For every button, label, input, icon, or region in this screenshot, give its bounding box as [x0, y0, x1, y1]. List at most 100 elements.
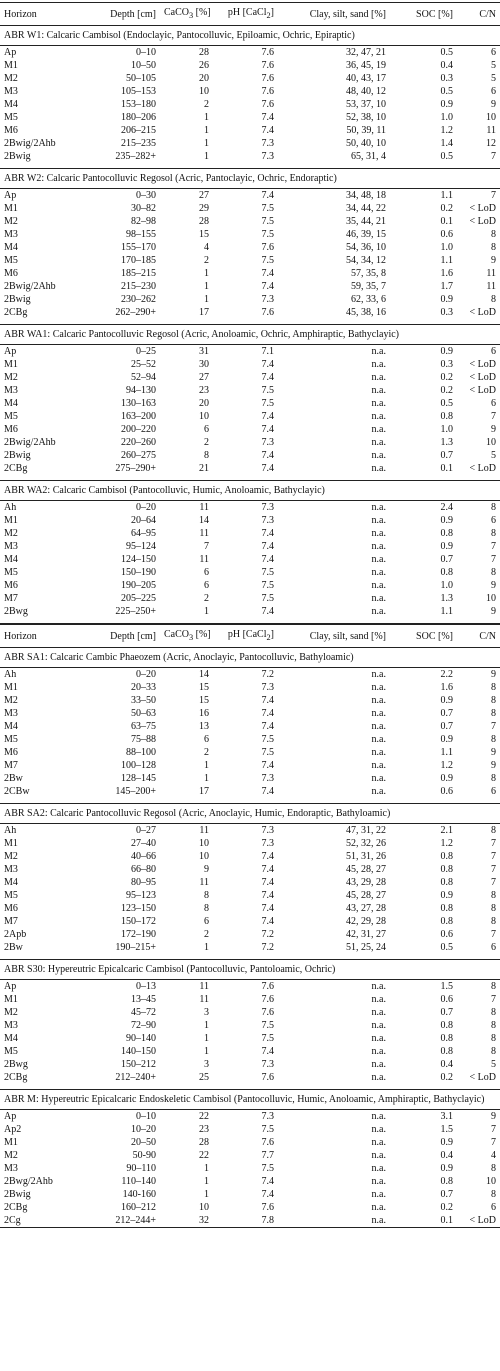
table-row: M3 72–90 1 7.5 n.a. 0.8 8	[0, 1019, 500, 1032]
cell-horizon: M3	[4, 708, 18, 719]
table-row: M4 153–180 2 7.6 53, 37, 10 0.9 9	[0, 98, 500, 111]
cell-caco3: 11	[199, 877, 209, 888]
cell-caco3: 6	[204, 734, 209, 745]
header-depth: Depth [cm]	[80, 2, 160, 26]
cell-texture: n.a.	[371, 1033, 386, 1044]
cell-horizon: M1	[4, 682, 18, 693]
cell-soc: 1.2	[440, 760, 454, 771]
cell-horizon: M7	[4, 760, 18, 771]
cell-depth: 205–225	[121, 593, 156, 604]
cell-depth: 206–215	[121, 125, 156, 136]
cell-texture: n.a.	[371, 411, 386, 422]
cell-soc: 1.6	[440, 682, 454, 693]
cell-horizon: Ap	[4, 190, 17, 201]
cell-ph: 7.4	[261, 695, 275, 706]
table-row: 2Bwig/2Ahb 220–260 2 7.3 n.a. 1.3 10	[0, 436, 500, 449]
cell-soc: 0.8	[440, 1176, 454, 1187]
table-row: M4 124–150 11 7.4 n.a. 0.7 7	[0, 553, 500, 566]
profile-title: ABR M: Hypereutric Epicalcaric Endoskele…	[0, 1089, 500, 1110]
cell-cn: 8	[491, 916, 496, 927]
cell-soc: 0.7	[440, 1007, 454, 1018]
cell-ph: 7.5	[261, 255, 275, 266]
cell-soc: 0.6	[440, 929, 454, 940]
cell-caco3: 6	[204, 916, 209, 927]
cell-horizon: Ap	[4, 981, 17, 992]
cell-horizon: 2CBw	[4, 786, 30, 797]
cell-caco3: 22	[199, 1111, 209, 1122]
cell-caco3: 27	[199, 372, 209, 383]
cell-depth: 155–170	[121, 242, 156, 253]
cell-caco3: 1	[204, 1189, 209, 1200]
cell-caco3: 11	[199, 825, 209, 836]
cell-horizon: M3	[4, 541, 18, 552]
cell-soc: 0.6	[440, 229, 454, 240]
table-row: Ah 0–27 11 7.3 47, 31, 22 2.1 8	[0, 824, 500, 838]
table-row: 2Bwg/2Ahb 110–140 1 7.4 n.a. 0.8 10	[0, 1175, 500, 1188]
cell-texture: 46, 39, 15	[346, 229, 386, 240]
cell-soc: 0.1	[390, 1214, 457, 1228]
table-row: 2Bwig/2Ahb 215–235 1 7.3 50, 40, 10 1.4 12	[0, 137, 500, 150]
table-row: 2Apb 172–190 2 7.2 42, 31, 27 0.6 7	[0, 928, 500, 941]
cell-soc: 0.4	[440, 1150, 454, 1161]
cell-soc: 0.8	[440, 1020, 454, 1031]
cell-texture: n.a.	[371, 1072, 386, 1083]
cell-depth: 215–230	[121, 281, 156, 292]
cell-depth: 88–100	[126, 747, 156, 758]
cell-ph: 7.4	[261, 877, 275, 888]
cell-caco3: 13	[199, 721, 209, 732]
table-row: 2Bwig 260–275 8 7.4 n.a. 0.7 5	[0, 449, 500, 462]
cell-depth: 212–240+	[115, 1072, 156, 1083]
table-row: M2 45–72 3 7.6 n.a. 0.7 8	[0, 1006, 500, 1019]
cell-cn: 7	[491, 411, 496, 422]
profile-title-row: ABR WA2: Calcaric Cambisol (Pantocolluvi…	[0, 480, 500, 501]
cell-texture: n.a.	[371, 567, 386, 578]
cell-texture: n.a.	[371, 398, 386, 409]
cell-texture: 48, 40, 12	[346, 86, 386, 97]
cell-cn: 10	[486, 112, 496, 123]
cell-caco3: 1	[204, 942, 209, 953]
cell-depth: 94–130	[126, 385, 156, 396]
profile-title: ABR SA1: Calcaric Cambic Phaeozem (Acric…	[0, 647, 500, 668]
cell-horizon: 2Bwig	[4, 294, 31, 305]
cell-horizon: M4	[4, 721, 18, 732]
cell-ph: 7.4	[261, 1176, 275, 1187]
cell-texture: n.a.	[371, 773, 386, 784]
table-row: M6 123–150 8 7.4 43, 27, 28 0.8 8	[0, 902, 500, 915]
table-row: M4 90–140 1 7.5 n.a. 0.8 8	[0, 1032, 500, 1045]
cell-horizon: M6	[4, 268, 18, 279]
cell-texture: 50, 40, 10	[346, 138, 386, 149]
cell-texture: n.a.	[371, 1124, 386, 1135]
cell-soc: 1.0	[440, 424, 454, 435]
cell-ph: 7.7	[261, 1150, 275, 1161]
cell-depth: 190–205	[121, 580, 156, 591]
cell-depth: 185–215	[121, 268, 156, 279]
cell-texture: n.a.	[371, 669, 386, 680]
cell-ph: 7.3	[261, 1111, 275, 1122]
cell-ph: 7.4	[261, 606, 275, 617]
cell-soc: 0.9	[440, 1137, 454, 1148]
cell-caco3: 1	[204, 281, 209, 292]
cell-caco3: 14	[199, 669, 209, 680]
cell-depth: 95–124	[126, 541, 156, 552]
cell-depth: 50-90	[132, 1150, 156, 1161]
cell-ph: 7.6	[261, 981, 275, 992]
cell-depth: 170–185	[121, 255, 156, 266]
cell-texture: 59, 35, 7	[351, 281, 386, 292]
cell-ph: 7.6	[261, 1202, 275, 1213]
cell-soc: 0.8	[440, 851, 454, 862]
cell-cn: 9	[491, 255, 496, 266]
cell-caco3: 22	[199, 1150, 209, 1161]
cell-depth: 82–98	[131, 216, 156, 227]
cell-ph: 7.4	[261, 708, 275, 719]
cell-ph: 7.1	[261, 346, 275, 357]
cell-horizon: M5	[4, 1046, 18, 1057]
cell-caco3: 1	[204, 606, 209, 617]
cell-horizon: Ap	[4, 1111, 17, 1122]
cell-depth: 0–10	[136, 47, 156, 58]
header-caco3-sub: 3	[189, 633, 194, 642]
cell-soc: 0.7	[440, 721, 454, 732]
cell-texture: n.a.	[371, 1189, 386, 1200]
cell-soc: 0.4	[440, 1059, 454, 1070]
cell-ph: 7.6	[261, 99, 275, 110]
cell-cn: 8	[491, 1189, 496, 1200]
